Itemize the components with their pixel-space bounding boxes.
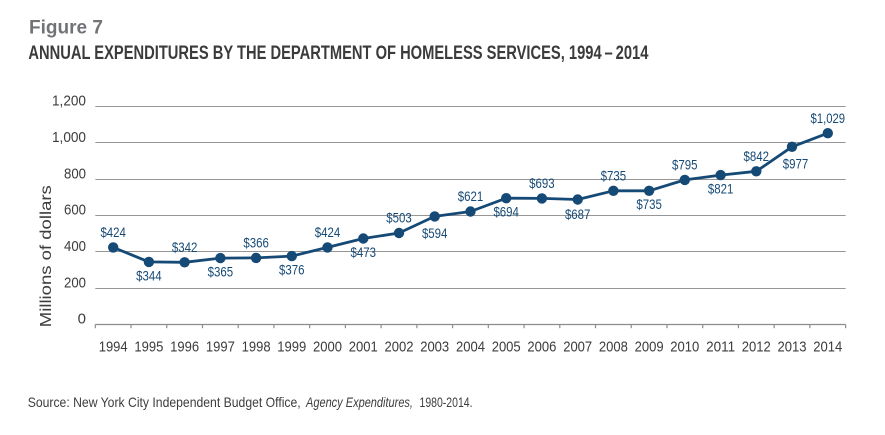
svg-text:$735: $735	[601, 168, 627, 184]
svg-text:1997: 1997	[206, 339, 235, 356]
svg-text:800: 800	[64, 165, 86, 182]
svg-text:$693: $693	[529, 175, 555, 191]
svg-text:$687: $687	[565, 206, 591, 222]
svg-text:$795: $795	[672, 157, 698, 173]
svg-text:$1,029: $1,029	[811, 110, 846, 126]
svg-text:$694: $694	[493, 204, 519, 220]
svg-text:2000: 2000	[313, 339, 342, 356]
svg-text:$376: $376	[279, 262, 305, 278]
svg-text:2011: 2011	[706, 339, 735, 356]
svg-text:ANNUAL EXPENDITURES BY THE DEP: ANNUAL EXPENDITURES BY THE DEPARTMENT OF…	[28, 43, 648, 64]
svg-text:$366: $366	[243, 235, 269, 251]
svg-text:$842: $842	[744, 148, 770, 164]
svg-text:2001: 2001	[349, 339, 378, 356]
svg-text:$424: $424	[100, 224, 126, 240]
svg-text:2010: 2010	[670, 339, 699, 356]
svg-text:$621: $621	[458, 188, 484, 204]
svg-text:2002: 2002	[385, 339, 414, 356]
svg-text:Source: New York City Independ: Source: New York City Independent Budget…	[28, 394, 301, 410]
svg-text:1,000: 1,000	[52, 129, 86, 146]
svg-text:1980-2014.: 1980-2014.	[420, 394, 473, 410]
svg-text:2009: 2009	[635, 339, 664, 356]
svg-text:$424: $424	[315, 224, 341, 240]
svg-text:Millions of dollars: Millions of dollars	[38, 185, 55, 327]
svg-text:$594: $594	[422, 225, 448, 241]
svg-text:1994: 1994	[99, 339, 128, 356]
svg-text:2008: 2008	[599, 339, 628, 356]
svg-text:2005: 2005	[492, 339, 521, 356]
svg-text:200: 200	[64, 274, 86, 291]
svg-text:2007: 2007	[563, 339, 592, 356]
svg-text:1995: 1995	[134, 339, 163, 356]
svg-text:2014: 2014	[813, 339, 842, 356]
svg-text:2004: 2004	[456, 339, 485, 356]
svg-text:Figure 7: Figure 7	[29, 17, 103, 38]
svg-text:600: 600	[64, 202, 86, 219]
svg-text:$365: $365	[208, 264, 234, 280]
svg-text:$344: $344	[136, 267, 162, 283]
svg-text:2006: 2006	[527, 339, 556, 356]
svg-text:2012: 2012	[742, 339, 771, 356]
svg-text:2013: 2013	[778, 339, 807, 356]
svg-text:1996: 1996	[170, 339, 199, 356]
svg-text:0: 0	[78, 310, 86, 327]
svg-text:2003: 2003	[420, 339, 449, 356]
svg-text:$735: $735	[636, 196, 662, 212]
svg-text:$473: $473	[351, 244, 377, 260]
svg-text:1998: 1998	[242, 339, 271, 356]
svg-text:$503: $503	[386, 210, 412, 226]
svg-text:$342: $342	[172, 239, 198, 255]
svg-text:$977: $977	[783, 155, 809, 171]
svg-text:1,200: 1,200	[52, 93, 86, 110]
svg-text:Agency Expenditures,: Agency Expenditures,	[305, 394, 413, 410]
svg-text:400: 400	[64, 238, 86, 255]
svg-text:$821: $821	[708, 181, 734, 197]
svg-text:1999: 1999	[277, 339, 306, 356]
